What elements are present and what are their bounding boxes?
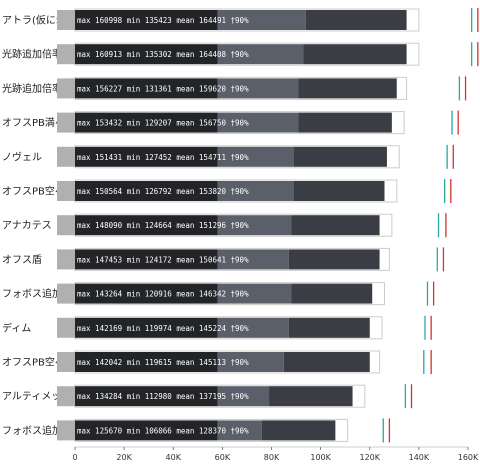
bar-stub [57, 78, 75, 99]
bar-segment-dark [75, 146, 218, 167]
bar-segment-mid [217, 352, 284, 372]
bar-stats-label: max 143264 min 120916 mean 146342 †90% [77, 290, 249, 299]
row-label: オフス盾 [2, 254, 42, 266]
bar-segment-dark [75, 44, 218, 65]
bar-stats-label: max 142042 min 119615 mean 145113 †90% [77, 358, 249, 367]
bar-segment-light [291, 215, 380, 236]
bar-segment-dark [75, 283, 218, 304]
bar-stats-label: max 148090 min 124664 mean 151296 †90% [77, 221, 249, 230]
row-label: アナカテス [2, 220, 52, 232]
bar-stats-label: max 125670 min 106066 mean 128370 †90% [77, 426, 249, 435]
bar-segment-light [303, 44, 407, 65]
bar-segment-mid [217, 78, 299, 99]
bar-segment-light [283, 352, 370, 372]
bar-segment-dark [75, 112, 218, 133]
row-label: ノヴェル [2, 150, 42, 163]
bar-segment-light [298, 78, 397, 99]
bar-segment-mid [217, 420, 262, 441]
bar-segment-dark [75, 78, 218, 99]
bar-stub [57, 386, 75, 407]
bar-stats-label: max 156227 min 131361 mean 159620 †90% [77, 84, 249, 93]
bar-segment-mid [217, 249, 289, 270]
bar-stats-label: max 151431 min 127452 mean 154711 †90% [77, 153, 249, 162]
bar-segment-mid [217, 283, 292, 304]
bar-segment-light [298, 112, 392, 133]
bar-segment-dark [75, 420, 218, 441]
bar-segment-light [261, 420, 336, 441]
bar-segment-mid [217, 181, 294, 201]
bar-segment-dark [75, 215, 218, 236]
bar-stub [57, 317, 75, 338]
bar-segment-light [305, 10, 407, 30]
bar-segment-dark [75, 317, 218, 338]
bar-stats-label: max 153432 min 129207 mean 156750 †90% [77, 119, 249, 128]
row-label: ディム [2, 321, 31, 334]
bar-segment-mid [217, 386, 270, 407]
bar-stub [57, 112, 75, 133]
bar-segment-light [269, 386, 353, 407]
bar-segment-mid [217, 112, 299, 133]
bar-segment-mid [217, 146, 294, 167]
x-tick-label: 100K [310, 453, 331, 462]
bar-stub [57, 215, 75, 236]
bar-segment-light [293, 181, 385, 201]
x-tick-label: 120K [359, 453, 380, 462]
bar-stub [57, 352, 75, 372]
bar-segment-mid [217, 44, 304, 65]
bar-stub [57, 249, 75, 270]
bar-segment-mid [217, 317, 289, 338]
x-tick-label: 60K [215, 453, 231, 462]
bar-stub [57, 10, 75, 30]
bar-stats-label: max 160998 min 135423 mean 164491 †90% [77, 16, 249, 25]
bar-segment-dark [75, 249, 218, 270]
bar-segment-mid [217, 10, 306, 30]
bar-segment-dark [75, 181, 218, 201]
bar-stats-label: max 142169 min 119974 mean 145224 †90% [77, 324, 249, 333]
x-tick-label: 20K [116, 453, 132, 462]
bar-segment-light [288, 317, 370, 338]
bar-stub [57, 146, 75, 167]
bar-stats-label: max 134284 min 112980 mean 137195 †90% [77, 392, 249, 401]
bar-segment-light [291, 283, 373, 304]
bar-segment-light [288, 249, 380, 270]
bar-stats-label: max 150564 min 126792 mean 153820 †90% [77, 187, 249, 196]
bar-stats-label: max 160913 min 135302 mean 164408 †90% [77, 50, 249, 59]
bar-segment-dark [75, 386, 218, 407]
bar-stats-label: max 147453 min 124172 mean 150641 †90% [77, 255, 249, 264]
bar-segment-mid [217, 215, 292, 236]
x-tick-label: 140K [409, 453, 430, 462]
bar-segment-dark [75, 10, 218, 30]
x-tick-label: 40K [166, 453, 182, 462]
bar-segment-light [293, 146, 387, 167]
bar-stub [57, 44, 75, 65]
bar-stub [57, 420, 75, 441]
bar-stub [57, 181, 75, 201]
x-tick-label: 80K [264, 453, 280, 462]
x-tick-label: 0 [72, 453, 77, 462]
bar-stub [57, 283, 75, 304]
bar-segment-dark [75, 352, 218, 372]
x-tick-label: 160K [458, 453, 479, 462]
